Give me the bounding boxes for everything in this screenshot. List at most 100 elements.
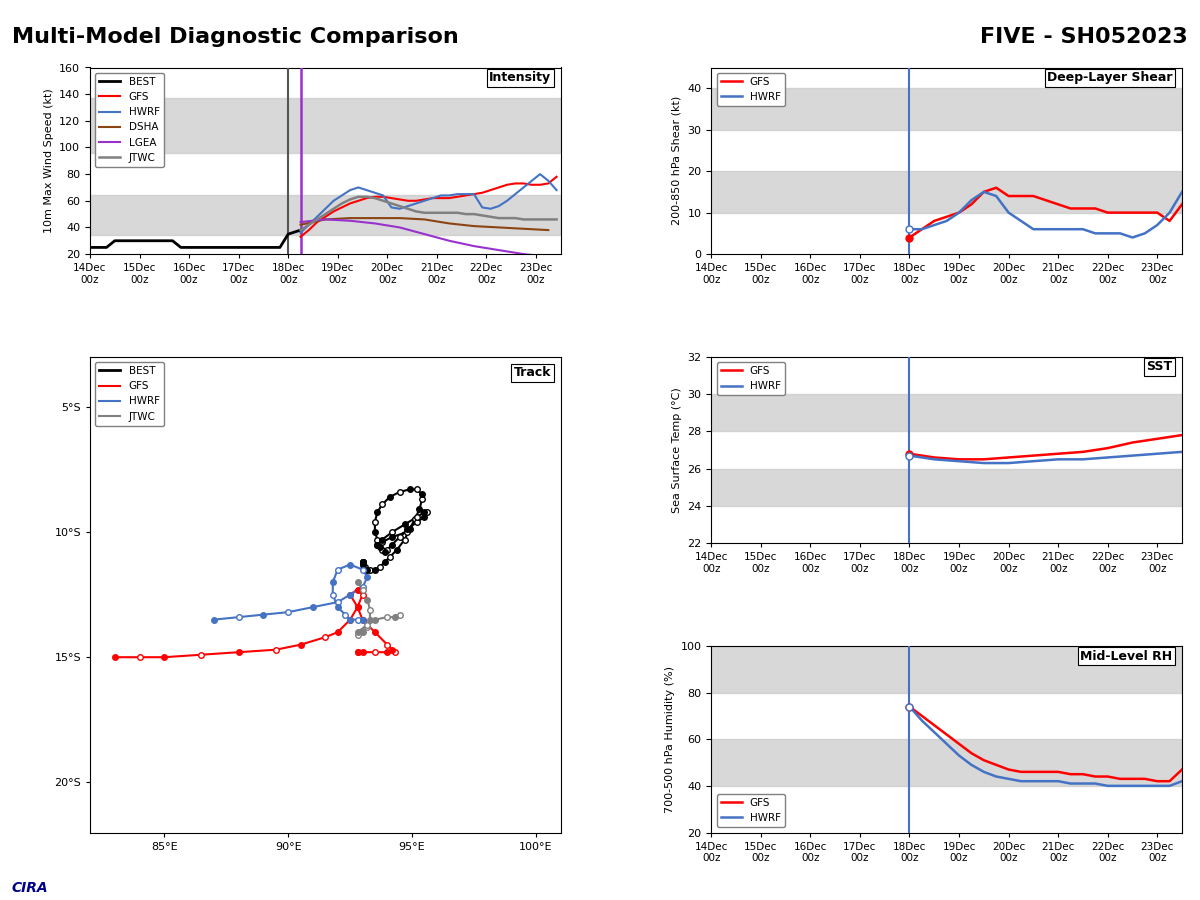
JTWC xyxy=(450,207,464,218)
BEST xyxy=(264,242,278,253)
GFS xyxy=(401,195,415,206)
DSHA xyxy=(367,212,382,223)
Text: Mid-Level RH: Mid-Level RH xyxy=(1080,650,1172,662)
Legend: BEST, GFS, HWRF, DSHA, LGEA, JTWC: BEST, GFS, HWRF, DSHA, LGEA, JTWC xyxy=(95,73,163,167)
GFS xyxy=(928,215,942,226)
GFS xyxy=(352,195,366,206)
DSHA xyxy=(343,212,358,223)
GFS xyxy=(467,189,481,200)
Bar xyxy=(712,646,1182,693)
HWRF xyxy=(409,198,424,209)
JTWC xyxy=(550,214,564,225)
BEST xyxy=(166,236,180,247)
JTWC xyxy=(343,194,358,205)
HWRF xyxy=(1001,207,1015,218)
JTWC xyxy=(318,209,332,220)
HWRF xyxy=(475,202,490,212)
HWRF xyxy=(326,195,341,206)
HWRF xyxy=(1014,776,1028,787)
HWRF xyxy=(1001,458,1015,469)
GFS xyxy=(392,194,407,205)
HWRF xyxy=(384,202,398,212)
Y-axis label: Sea Surface Temp (°C): Sea Surface Temp (°C) xyxy=(672,387,682,513)
JTWC xyxy=(326,203,341,214)
HWRF xyxy=(928,727,942,738)
HWRF xyxy=(1026,455,1040,466)
Text: Intensity: Intensity xyxy=(490,71,551,85)
HWRF xyxy=(928,220,942,230)
HWRF xyxy=(1038,776,1052,787)
HWRF xyxy=(376,190,390,201)
HWRF xyxy=(550,184,564,195)
JTWC xyxy=(392,201,407,212)
GFS xyxy=(1063,203,1078,214)
Line: LGEA: LGEA xyxy=(300,220,548,256)
BEST xyxy=(140,236,155,247)
GFS xyxy=(952,739,966,750)
HWRF xyxy=(902,224,917,235)
JTWC xyxy=(541,214,556,225)
HWRF xyxy=(508,189,522,200)
HWRF xyxy=(360,184,374,195)
Line: GFS: GFS xyxy=(910,435,1182,459)
BEST xyxy=(215,242,229,253)
GFS xyxy=(533,179,547,190)
HWRF xyxy=(301,220,316,230)
JTWC xyxy=(301,220,316,230)
BEST xyxy=(223,242,238,253)
GFS xyxy=(1150,207,1164,218)
GFS xyxy=(1100,207,1115,218)
GFS xyxy=(1026,191,1040,202)
HWRF xyxy=(401,201,415,212)
HWRF xyxy=(392,203,407,214)
HWRF xyxy=(1112,780,1127,791)
HWRF xyxy=(1150,448,1164,459)
GFS xyxy=(1075,446,1090,457)
HWRF xyxy=(467,189,481,200)
GFS xyxy=(902,232,917,243)
HWRF xyxy=(442,190,456,201)
Legend: GFS, HWRF: GFS, HWRF xyxy=(716,73,785,106)
BEST xyxy=(83,242,97,253)
Text: Deep-Layer Shear: Deep-Layer Shear xyxy=(1048,71,1172,85)
HWRF xyxy=(1163,780,1177,791)
HWRF xyxy=(902,450,917,461)
GFS xyxy=(1026,767,1040,778)
LGEA xyxy=(492,245,506,256)
GFS xyxy=(1063,769,1078,779)
JTWC xyxy=(475,210,490,220)
LGEA xyxy=(293,217,307,228)
HWRF xyxy=(533,168,547,179)
JTWC xyxy=(401,203,415,214)
HWRF xyxy=(1150,780,1164,791)
HWRF xyxy=(458,189,473,200)
HWRF xyxy=(977,767,991,778)
LGEA xyxy=(318,214,332,225)
GFS xyxy=(1138,773,1152,784)
GFS xyxy=(409,195,424,206)
HWRF xyxy=(952,207,966,218)
HWRF xyxy=(1150,220,1164,230)
HWRF xyxy=(450,189,464,200)
GFS xyxy=(376,192,390,202)
Legend: GFS, HWRF: GFS, HWRF xyxy=(716,794,785,827)
GFS xyxy=(524,179,539,190)
Line: GFS: GFS xyxy=(910,706,1182,781)
HWRF xyxy=(343,184,358,195)
HWRF xyxy=(516,182,530,193)
GFS xyxy=(450,192,464,202)
JTWC xyxy=(360,192,374,202)
HWRF xyxy=(524,176,539,186)
GFS xyxy=(475,187,490,198)
HWRF xyxy=(1138,780,1152,791)
LGEA xyxy=(343,215,358,226)
GFS xyxy=(902,448,917,459)
Line: GFS: GFS xyxy=(300,176,557,237)
GFS xyxy=(418,194,432,205)
GFS xyxy=(1100,443,1115,454)
HWRF xyxy=(1038,224,1052,235)
HWRF xyxy=(541,176,556,186)
BEST xyxy=(190,242,204,253)
BEST xyxy=(232,242,246,253)
GFS xyxy=(1126,773,1140,784)
